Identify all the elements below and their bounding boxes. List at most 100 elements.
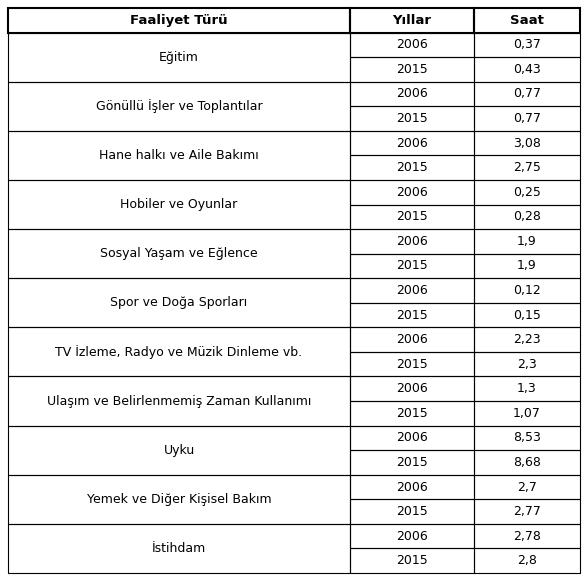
Bar [8,426,350,475]
Text: 2,23: 2,23 [513,333,540,346]
Bar [473,327,580,352]
Text: Saat: Saat [510,14,544,27]
Bar [350,229,473,254]
Bar [350,352,473,376]
Bar [350,303,473,327]
Bar [473,254,580,278]
Bar [350,524,473,548]
Bar [8,82,350,131]
Text: 1,3: 1,3 [517,382,537,395]
Text: Hobiler ve Oyunlar: Hobiler ve Oyunlar [121,198,238,211]
Text: 8,53: 8,53 [513,432,541,444]
Bar [350,82,473,106]
Text: 2006: 2006 [396,235,427,248]
Text: Uyku: Uyku [163,444,195,456]
Bar [473,524,580,548]
Text: 0,37: 0,37 [513,38,541,51]
Text: TV İzleme, Radyo ve Müzik Dinleme vb.: TV İzleme, Radyo ve Müzik Dinleme vb. [55,345,303,359]
Text: 2,3: 2,3 [517,358,537,370]
Text: 2006: 2006 [396,137,427,149]
Text: 2006: 2006 [396,38,427,51]
Bar [473,32,580,57]
Bar [8,524,350,573]
Text: 1,07: 1,07 [513,407,541,420]
Text: 2006: 2006 [396,333,427,346]
Bar [473,131,580,155]
Bar [350,204,473,229]
Bar [473,57,580,82]
Text: 2,75: 2,75 [513,161,541,174]
Bar [473,204,580,229]
Bar [473,376,580,401]
Text: Eğitim: Eğitim [159,51,199,63]
Bar [8,8,350,32]
Bar [350,475,473,499]
Bar [350,8,473,32]
Text: Yıllar: Yıllar [392,14,432,27]
Text: 2015: 2015 [396,505,427,518]
Bar [473,229,580,254]
Text: 2015: 2015 [396,112,427,125]
Bar [473,180,580,204]
Text: 2006: 2006 [396,432,427,444]
Bar [350,57,473,82]
Bar [8,32,350,82]
Bar [473,82,580,106]
Bar [473,278,580,303]
Text: 2006: 2006 [396,382,427,395]
Bar [350,155,473,180]
Bar [350,548,473,573]
Bar [473,426,580,450]
Text: 8,68: 8,68 [513,456,541,469]
Text: 0,12: 0,12 [513,284,541,297]
Text: 2015: 2015 [396,63,427,76]
Bar [473,106,580,131]
Bar [473,548,580,573]
Text: Ulaşım ve Belirlenmemiş Zaman Kullanımı: Ulaşım ve Belirlenmemiş Zaman Kullanımı [47,395,311,407]
Bar [8,475,350,524]
Text: 0,28: 0,28 [513,210,541,223]
Bar [350,32,473,57]
Text: Spor ve Doğa Sporları: Spor ve Doğa Sporları [111,296,248,309]
Text: 1,9: 1,9 [517,235,537,248]
Bar [473,303,580,327]
Text: 2015: 2015 [396,210,427,223]
Text: 0,15: 0,15 [513,309,541,321]
Text: 3,08: 3,08 [513,137,541,149]
Text: 2015: 2015 [396,358,427,370]
Bar [473,8,580,32]
Text: 2,8: 2,8 [517,554,537,567]
Bar [473,401,580,426]
Bar [473,155,580,180]
Text: İstihdam: İstihdam [152,542,206,555]
Text: Faaliyet Türü: Faaliyet Türü [130,14,228,27]
Bar [473,499,580,524]
Bar [350,426,473,450]
Bar [350,131,473,155]
Bar [350,450,473,475]
Text: 2,77: 2,77 [513,505,541,518]
Text: Yemek ve Diğer Kişisel Bakım: Yemek ve Diğer Kişisel Bakım [86,493,271,506]
Bar [8,229,350,278]
Bar [473,352,580,376]
Text: 0,77: 0,77 [513,88,541,100]
Text: 0,77: 0,77 [513,112,541,125]
Bar [350,499,473,524]
Text: Gönüllü İşler ve Toplantılar: Gönüllü İşler ve Toplantılar [96,99,262,113]
Text: 2015: 2015 [396,554,427,567]
Text: 2015: 2015 [396,260,427,272]
Bar [350,106,473,131]
Bar [350,376,473,401]
Bar [350,401,473,426]
Bar [350,180,473,204]
Text: 2015: 2015 [396,456,427,469]
Text: Hane halkı ve Aile Bakımı: Hane halkı ve Aile Bakımı [99,149,259,162]
Text: 2006: 2006 [396,88,427,100]
Text: 2006: 2006 [396,186,427,198]
Bar [473,475,580,499]
Bar [8,131,350,180]
Text: 0,43: 0,43 [513,63,541,76]
Text: Sosyal Yaşam ve Eğlence: Sosyal Yaşam ve Eğlence [100,247,258,260]
Bar [350,278,473,303]
Text: 2006: 2006 [396,530,427,542]
